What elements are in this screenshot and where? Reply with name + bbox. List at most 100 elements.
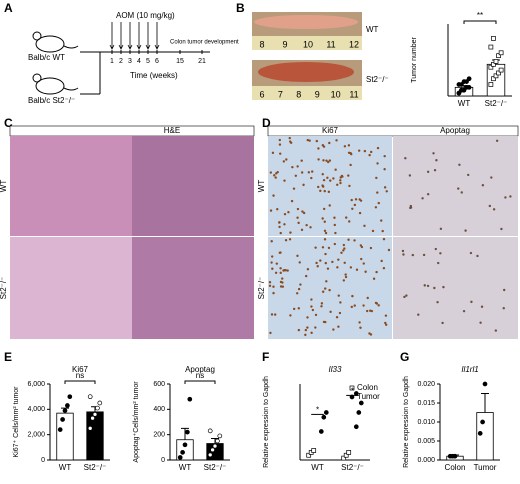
x-tick-label: St2⁻/⁻ [485,99,508,108]
point [452,453,458,459]
point [57,427,63,432]
speckle [315,261,318,265]
speckle [381,229,384,233]
speckle [291,165,294,169]
speckle [439,252,442,255]
row-label: St2⁻/⁻ [0,277,8,300]
speckle [271,267,274,270]
speckle [287,210,290,214]
speckle [374,301,378,305]
speckle [492,208,496,211]
speckle [324,287,327,290]
ruler-number: 6 [259,89,264,99]
x-tick-label: WT [179,463,192,472]
speckle [337,294,340,297]
arrow [154,22,160,50]
point [477,431,483,436]
speckle [310,331,313,335]
speckle [270,261,273,264]
speckle [457,187,460,190]
arrow [136,22,142,50]
row-label: St2⁻/⁻ [257,277,266,300]
speckle [349,266,353,269]
speckle [355,268,359,271]
point [346,450,352,455]
legend-label: Colon [357,383,378,392]
speckle [321,173,324,176]
speckle [433,286,436,290]
speckle [441,321,444,325]
error-bar [181,427,189,440]
significance-label: * [316,406,319,415]
y-tick-label: 0.000 [417,457,435,464]
speckle [351,207,354,210]
speckle [469,251,473,255]
ruler-number: 11 [349,89,358,99]
y-tick-label: 0.010 [417,419,435,426]
speckle [278,221,281,224]
speckle [285,158,288,161]
speckle [369,150,373,154]
significance-label: * [351,387,354,396]
x-tick-label: St2⁻/⁻ [204,463,227,472]
row-label: WT [257,180,266,193]
speckle [363,224,366,228]
speckle [328,204,331,207]
speckle [369,246,373,250]
panel-label: D [262,116,271,130]
schematic [32,31,210,95]
speckle [336,183,339,186]
header [267,125,519,137]
column-title: Ki67 [322,126,339,135]
speckle [311,170,314,173]
speckle [328,141,331,145]
point [353,424,359,430]
speckle [278,225,281,229]
speckle [321,290,325,293]
y-tick-label: 0 [41,457,45,464]
speckle [365,309,369,313]
speckle [283,179,286,182]
point [493,59,499,64]
point [491,76,496,82]
y-axis-label: Apoptag⁺Cells/mm² tumor [133,381,140,463]
speckle [433,169,437,172]
speckle [322,178,326,182]
speckle [309,226,312,229]
speckle [321,184,324,187]
x-axis-label: Time (weeks) [130,71,178,80]
speckle [495,139,499,142]
speckle [289,231,292,234]
speckle [288,136,291,140]
speckle [296,207,300,211]
speckle [375,270,378,274]
speckle [321,217,324,220]
timeline: 1 2 3 4 5 6 15 21 [109,22,206,65]
speckle [325,159,328,162]
speckle [462,309,466,313]
point [482,381,488,387]
speckle [350,198,353,202]
speckle [376,191,379,194]
point [493,73,499,79]
y-axis-label: Tumor number [411,37,418,83]
significance-label: ns [76,371,84,380]
arrow [145,22,151,50]
row-label: St2⁻/⁻ [366,75,389,84]
point [349,385,355,391]
y-tick-label: 0.005 [417,438,435,445]
point [60,417,65,422]
point [87,425,93,431]
speckle [335,316,339,319]
speckle [297,287,301,291]
speckle [369,309,372,312]
speckle [458,163,461,166]
point [488,44,494,50]
x-tick-label: Colon [445,463,466,472]
speckle [284,269,287,272]
speckle [343,247,346,250]
speckle [401,249,405,253]
timepoint-label: 5 [146,58,150,65]
speckle [353,239,356,242]
speckle [442,285,445,289]
